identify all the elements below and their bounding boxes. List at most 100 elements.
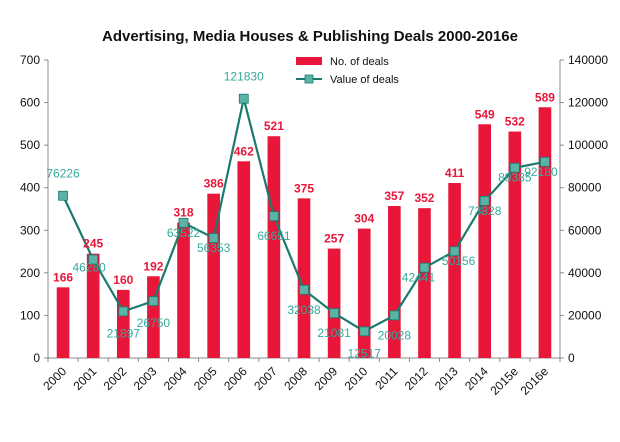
bar <box>297 198 311 358</box>
left-tick-label: 100 <box>20 308 40 322</box>
left-tick-label: 700 <box>20 53 40 67</box>
line-data-label: 92180 <box>524 165 558 179</box>
bar-data-label: 589 <box>535 90 555 104</box>
bar-data-label: 160 <box>113 273 133 287</box>
x-tick-label: 2013 <box>432 364 461 393</box>
bar <box>538 107 552 358</box>
bar-data-label: 411 <box>445 166 465 180</box>
line-marker <box>118 306 129 317</box>
line-marker <box>419 262 430 273</box>
left-tick-label: 200 <box>20 266 40 280</box>
bar <box>327 248 341 358</box>
bar-data-label: 357 <box>384 189 404 203</box>
line-data-label: 42441 <box>402 271 436 285</box>
x-tick-label: 2015e <box>487 364 521 398</box>
line-marker <box>359 326 370 337</box>
line-marker <box>299 284 309 295</box>
line-data-label: 56353 <box>197 241 231 255</box>
bar-data-label: 166 <box>53 270 73 284</box>
left-tick-label: 500 <box>20 138 40 152</box>
left-tick-label: 300 <box>20 223 40 237</box>
line-data-label: 121830 <box>224 70 264 84</box>
chart-title: Advertising, Media Houses & Publishing D… <box>102 28 518 45</box>
x-tick-label: 2014 <box>462 364 491 393</box>
line-data-label: 20028 <box>378 328 412 342</box>
left-tick-label: 400 <box>20 181 40 195</box>
line-data-label: 12517 <box>348 346 382 360</box>
bar <box>448 183 461 358</box>
bar <box>418 208 431 358</box>
bar-data-label: 318 <box>174 206 194 220</box>
bar-data-label: 192 <box>143 259 163 273</box>
line-data-label: 21081 <box>317 326 351 340</box>
x-tick-label: 2002 <box>101 364 130 393</box>
bar-data-label: 257 <box>324 232 344 246</box>
line-marker <box>208 233 219 243</box>
legend-line-label: Value of deals <box>330 74 399 86</box>
legend-line-marker <box>304 74 314 84</box>
line-data-label: 50156 <box>442 254 476 268</box>
x-tick-label: 2008 <box>281 364 310 393</box>
line-marker <box>238 93 249 104</box>
bar-data-label: 375 <box>294 181 314 195</box>
right-tick-label: 120000 <box>568 96 608 110</box>
line-marker <box>268 211 279 222</box>
line-data-label: 26750 <box>137 316 171 330</box>
line-marker <box>479 195 490 206</box>
line-data-label: 66651 <box>257 229 291 243</box>
right-tick-label: 140000 <box>568 53 608 67</box>
right-tick-label: 80000 <box>568 181 602 195</box>
right-tick-label: 100000 <box>568 138 608 152</box>
bar-data-label: 532 <box>505 115 525 129</box>
x-tick-label: 2000 <box>40 364 69 393</box>
bar <box>508 131 522 358</box>
x-tick-label: 2011 <box>372 364 400 392</box>
line-marker <box>509 162 520 173</box>
bar <box>177 222 190 358</box>
legend-bar-swatch <box>296 57 322 65</box>
line-data-label: 32038 <box>287 303 321 317</box>
x-tick-label: 2009 <box>311 364 340 393</box>
bar-data-label: 304 <box>354 212 374 226</box>
right-tick-label: 60000 <box>568 223 602 237</box>
x-tick-label: 2016e <box>518 364 552 398</box>
x-tick-label: 2003 <box>131 364 160 393</box>
x-tick-label: 2007 <box>251 364 280 393</box>
x-tick-label: 2012 <box>402 364 431 393</box>
bar-data-label: 521 <box>264 119 284 133</box>
left-tick-label: 0 <box>33 351 40 365</box>
bar <box>56 287 70 358</box>
line-data-label: 76226 <box>46 167 80 181</box>
bar <box>86 253 100 358</box>
bar-data-label: 245 <box>83 237 103 251</box>
left-tick-label: 600 <box>20 96 40 110</box>
x-tick-label: 2010 <box>342 364 371 393</box>
line-marker <box>148 296 159 306</box>
line-data-label: 63522 <box>167 226 201 240</box>
line-data-label: 46280 <box>72 260 106 274</box>
bar <box>267 136 281 358</box>
bar-data-label: 549 <box>475 107 495 121</box>
bar-data-label: 352 <box>414 191 434 205</box>
line-marker <box>178 217 189 228</box>
x-tick-label: 2005 <box>191 364 220 393</box>
legend-bar-label: No. of deals <box>330 56 389 68</box>
line-marker <box>329 308 340 319</box>
right-tick-label: 0 <box>568 351 575 365</box>
line-data-label: 21897 <box>107 326 141 340</box>
x-tick-label: 2004 <box>161 364 190 393</box>
right-tick-label: 20000 <box>568 308 602 322</box>
line-marker <box>540 156 550 167</box>
bar-data-label: 462 <box>234 144 254 158</box>
x-tick-label: 2001 <box>71 364 100 393</box>
bar-data-label: 386 <box>204 177 224 191</box>
bar <box>116 289 130 358</box>
right-tick-label: 40000 <box>568 266 602 280</box>
bar <box>478 124 492 358</box>
line-data-label: 73828 <box>468 204 502 218</box>
line-data-label: 89385 <box>498 171 532 185</box>
bar <box>357 228 371 358</box>
line-marker <box>389 310 400 321</box>
line-marker <box>88 254 99 265</box>
